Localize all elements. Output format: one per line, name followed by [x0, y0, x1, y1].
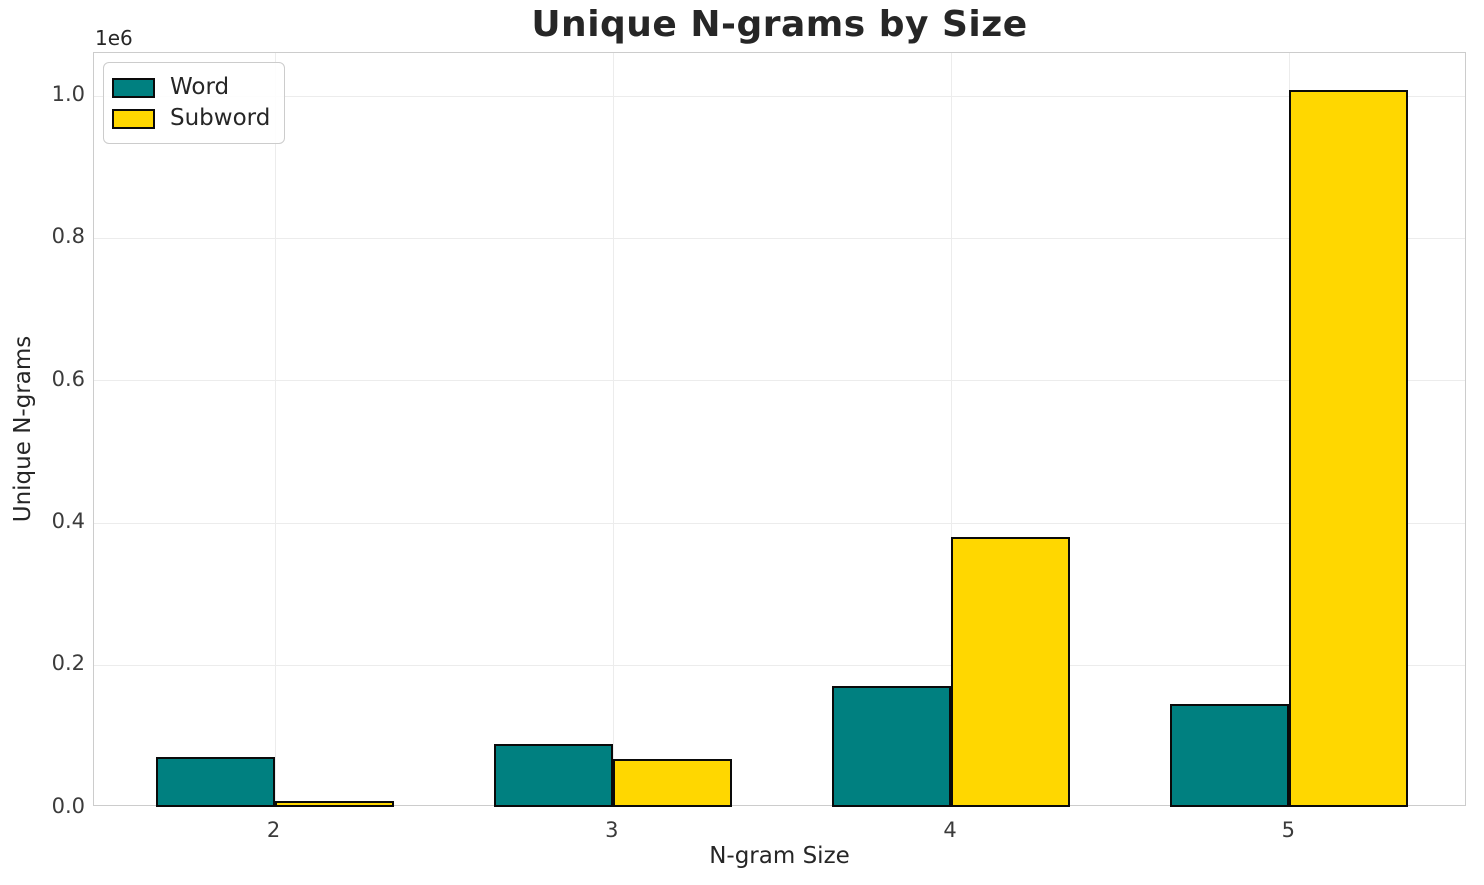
word-series-swatch: [112, 77, 155, 98]
legend-entry-subword: Subword: [112, 103, 270, 134]
y-axis-label: Unique N-grams: [10, 335, 36, 523]
y-tick-label-0.6: 0.6: [51, 366, 85, 391]
gridline-x-2: [274, 53, 276, 805]
bar-subword-ngram-3: [612, 758, 732, 807]
chart-title: Unique N-grams by Size: [531, 4, 1028, 45]
gridline-y-0.8: [94, 237, 1465, 239]
bar-subword-ngram-5: [1289, 90, 1409, 807]
plot-area: [93, 52, 1466, 807]
y-tick-label-0.4: 0.4: [51, 509, 85, 533]
gridline-x-3: [612, 53, 614, 805]
y-tick-label-0.0: 0.0: [51, 793, 85, 818]
y-tick-label-1.0: 1.0: [51, 82, 85, 107]
x-axis-label: N-gram Size: [709, 843, 850, 869]
bar-word-ngram-3: [493, 743, 613, 807]
gridline-y-0.6: [94, 380, 1465, 382]
legend: Word Subword: [103, 62, 286, 144]
gridline-y-1.0: [94, 95, 1465, 97]
x-tick-label-4: 4: [943, 818, 957, 842]
x-tick-label-3: 3: [605, 818, 619, 842]
legend-label-word: Word: [170, 74, 230, 100]
gridline-x-4: [951, 53, 952, 805]
bar-word-ngram-5: [1170, 703, 1290, 807]
bar-subword-ngram-2: [274, 801, 394, 807]
x-tick-label-2: 2: [266, 818, 281, 842]
subword-series-swatch: [112, 108, 155, 129]
y-tick-label-0.2: 0.2: [51, 651, 85, 676]
y-axis-offset-label: 1e6: [95, 26, 133, 50]
gridline-y-0.4: [94, 522, 1465, 524]
bar-word-ngram-2: [155, 756, 275, 807]
gridline-y-0.2: [94, 664, 1465, 666]
x-tick-label-5: 5: [1281, 818, 1295, 842]
bar-word-ngram-4: [832, 686, 951, 807]
y-tick-label-0.8: 0.8: [51, 224, 85, 249]
bar-subword-ngram-4: [951, 536, 1070, 807]
legend-label-subword: Subword: [170, 105, 271, 131]
legend-entry-word: Word: [112, 72, 270, 103]
